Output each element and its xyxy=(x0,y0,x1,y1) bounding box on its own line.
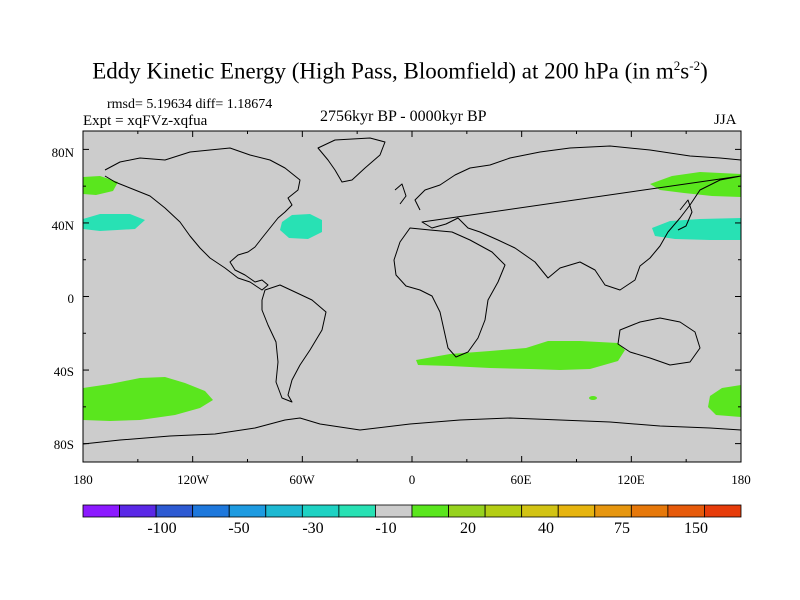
axis-ticks xyxy=(82,131,742,462)
y-tick-label-40s: 40S xyxy=(53,364,74,379)
x-tick-label-0: 0 xyxy=(408,472,416,487)
colorbar-box xyxy=(192,504,230,518)
negative-anomaly-northwest-pacific xyxy=(652,218,741,240)
positive-anomaly-southwest-pacific xyxy=(708,385,741,417)
coastline-africa xyxy=(393,227,506,358)
x-tick-label-120w: 120W xyxy=(177,472,209,487)
colorbar-box xyxy=(119,504,157,518)
coastline-south-america xyxy=(261,284,327,403)
x-tick-label-120e: 120E xyxy=(617,472,645,487)
colorbar-box xyxy=(265,504,303,518)
y-tick-label-equator: 0 xyxy=(67,291,75,306)
colorbar-box xyxy=(301,504,340,518)
chart-title: Eddy Kinetic Energy (High Pass, Bloomfie… xyxy=(92,58,708,84)
positive-anomaly-small-patch xyxy=(589,396,597,400)
coastline-north-america xyxy=(104,147,301,291)
colorbar-box xyxy=(82,504,120,518)
colorbar-label-4: -10 xyxy=(375,520,397,537)
period-label: 2756kyr BP - 0000kyr BP xyxy=(320,108,487,125)
coastline-japan xyxy=(677,199,693,231)
colorbar-label-8: 150 xyxy=(684,520,708,537)
colorbar-box xyxy=(557,504,596,518)
coastline-australia xyxy=(617,317,701,366)
coastline-eurasia xyxy=(414,145,742,291)
stats-label: rmsd= 5.19634 diff= 1.18674 xyxy=(107,97,273,112)
positive-anomaly-north-atlantic-west xyxy=(83,176,118,195)
y-tick-label-80n: 80N xyxy=(51,145,74,160)
coastline-britain xyxy=(394,183,407,205)
y-tick-label-40n: 40N xyxy=(51,218,74,233)
colorbar-label-7: 75 xyxy=(614,520,630,537)
colorbar-box xyxy=(338,504,376,518)
positive-anomaly-north-pacific xyxy=(650,172,741,197)
season-label: JJA xyxy=(714,112,737,128)
colorbar xyxy=(82,504,742,518)
colorbar-box xyxy=(411,504,449,518)
positive-anomaly-south-pacific xyxy=(83,377,213,421)
colorbar-box xyxy=(521,504,559,518)
colorbar-box xyxy=(667,504,705,518)
x-tick-label-60w: 60W xyxy=(289,472,315,487)
colorbar-box xyxy=(155,504,194,518)
colorbar-label-1: -100 xyxy=(147,520,177,537)
positive-anomaly-indian-ocean xyxy=(416,341,625,370)
colorbar-box xyxy=(484,504,523,518)
x-tick-label-180w: 180 xyxy=(73,472,93,487)
colorbar-box xyxy=(375,504,413,518)
experiment-label: Expt = xqFVz-xqfua xyxy=(83,113,208,129)
y-tick-label-80s: 80S xyxy=(53,437,74,452)
colorbar-box xyxy=(630,504,669,518)
negative-anomaly-north-atlantic xyxy=(280,214,322,239)
x-tick-label-180e: 180 xyxy=(731,472,751,487)
negative-anomaly-northeast-pacific xyxy=(83,214,145,231)
colorbar-box xyxy=(594,504,632,518)
coastlines xyxy=(82,137,742,445)
x-tick-label-60e: 60E xyxy=(510,472,532,487)
colorbar-box xyxy=(448,504,486,518)
colorbar-label-5: 20 xyxy=(460,520,476,537)
colorbar-box xyxy=(704,504,742,518)
coastline-antarctica xyxy=(82,417,742,445)
colorbar-box xyxy=(228,504,267,518)
colorbar-label-2: -50 xyxy=(228,520,250,537)
colorbar-label-6: 40 xyxy=(538,520,554,537)
coastline-greenland xyxy=(317,137,386,183)
colorbar-label-3: -30 xyxy=(302,520,324,537)
